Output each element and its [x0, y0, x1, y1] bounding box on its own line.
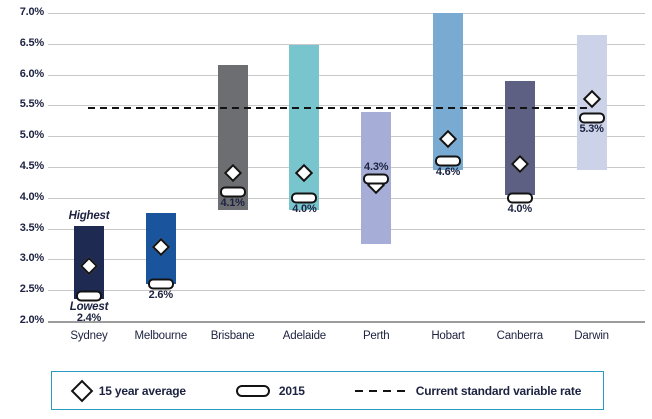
legend-item-current-standard-variable-rate: Current standard variable rate	[354, 383, 582, 398]
gridline-3.5%	[48, 228, 645, 230]
gridline-2.5%	[48, 290, 645, 292]
gridline-4.0%	[48, 197, 645, 199]
x-axis-label-brisbane: Brisbane	[210, 330, 255, 342]
y-axis-tick-label: 4.0%	[19, 190, 44, 203]
value-label-melbourne: 2.6%	[148, 289, 173, 302]
oval-marker-melbourne	[147, 278, 174, 290]
x-axis-label-melbourne: Melbourne	[134, 330, 188, 342]
current-standard-variable-rate-line	[88, 107, 590, 110]
bar-adelaide	[289, 45, 320, 211]
gridline-3.0%	[48, 259, 645, 261]
legend-item-15-year-average: 15 year average	[70, 379, 186, 402]
x-axis-label-canberra: Canberra	[496, 330, 544, 342]
y-axis-tick-label: 3.0%	[19, 252, 44, 265]
gridline-7.0%	[48, 13, 645, 14]
x-axis-label-adelaide: Adelaide	[282, 330, 326, 342]
y-axis-tick-label: 6.0%	[19, 67, 44, 80]
value-label-perth: 4.3%	[364, 161, 389, 174]
y-axis-tick-label: 2.0%	[19, 314, 44, 326]
oval-marker-darwin	[578, 112, 605, 124]
value-label-hobart: 4.6%	[435, 165, 461, 178]
bar-canberra	[504, 80, 535, 195]
oval-marker-adelaide	[291, 192, 318, 204]
gridline-6.0%	[48, 74, 645, 76]
annotation-highest: Highest	[68, 209, 110, 222]
legend-label-current-standard-variable-rate: Current standard variable rate	[415, 383, 582, 398]
y-axis-tick-label: 7.0%	[19, 6, 44, 18]
y-axis-tick-label: 4.5%	[19, 160, 44, 172]
y-axis-tick-label: 3.5%	[19, 221, 44, 234]
diamond-legend-icon	[70, 379, 94, 402]
value-label-canberra: 4.0%	[507, 202, 532, 215]
y-axis-tick-label: 5.0%	[19, 129, 44, 142]
value-label-sydney: 2.4%	[76, 312, 102, 325]
legend: 15 year average 2015 Current standard va…	[51, 371, 604, 410]
y-axis-tick-label: 2.5%	[19, 283, 44, 296]
y-axis-tick-label: 5.5%	[19, 98, 44, 111]
legend-item-2015: 2015	[235, 383, 305, 398]
gridline-5.0%	[48, 136, 645, 138]
legend-label-15-year-average: 15 year average	[98, 383, 186, 398]
x-axis-label-hobart: Hobart	[431, 330, 465, 342]
gridline-2.0%	[48, 321, 645, 323]
oval-marker-perth	[363, 173, 390, 185]
legend-label-2015: 2015	[278, 383, 305, 398]
value-label-darwin: 5.3%	[579, 122, 604, 135]
value-label-brisbane: 4.1%	[220, 196, 245, 209]
value-label-adelaide: 4.0%	[292, 202, 317, 215]
x-axis-label-darwin: Darwin	[574, 330, 609, 342]
x-axis-label-perth: Perth	[362, 330, 390, 342]
oval-marker-hobart	[435, 155, 461, 167]
y-axis-tick-label: 6.5%	[19, 36, 44, 49]
oval-legend-icon	[235, 384, 270, 397]
gridline-5.5%	[48, 105, 645, 107]
oval-marker-brisbane	[219, 186, 246, 198]
annotation-lowest: Lowest	[69, 301, 109, 314]
x-axis-label-sydney: Sydney	[70, 330, 108, 342]
bar-brisbane	[217, 65, 248, 211]
dashed-line-legend-icon	[354, 389, 407, 392]
gridline-4.5%	[48, 167, 645, 168]
oval-marker-canberra	[506, 192, 533, 204]
oval-marker-sydney	[76, 290, 102, 302]
gridline-6.5%	[48, 43, 645, 45]
